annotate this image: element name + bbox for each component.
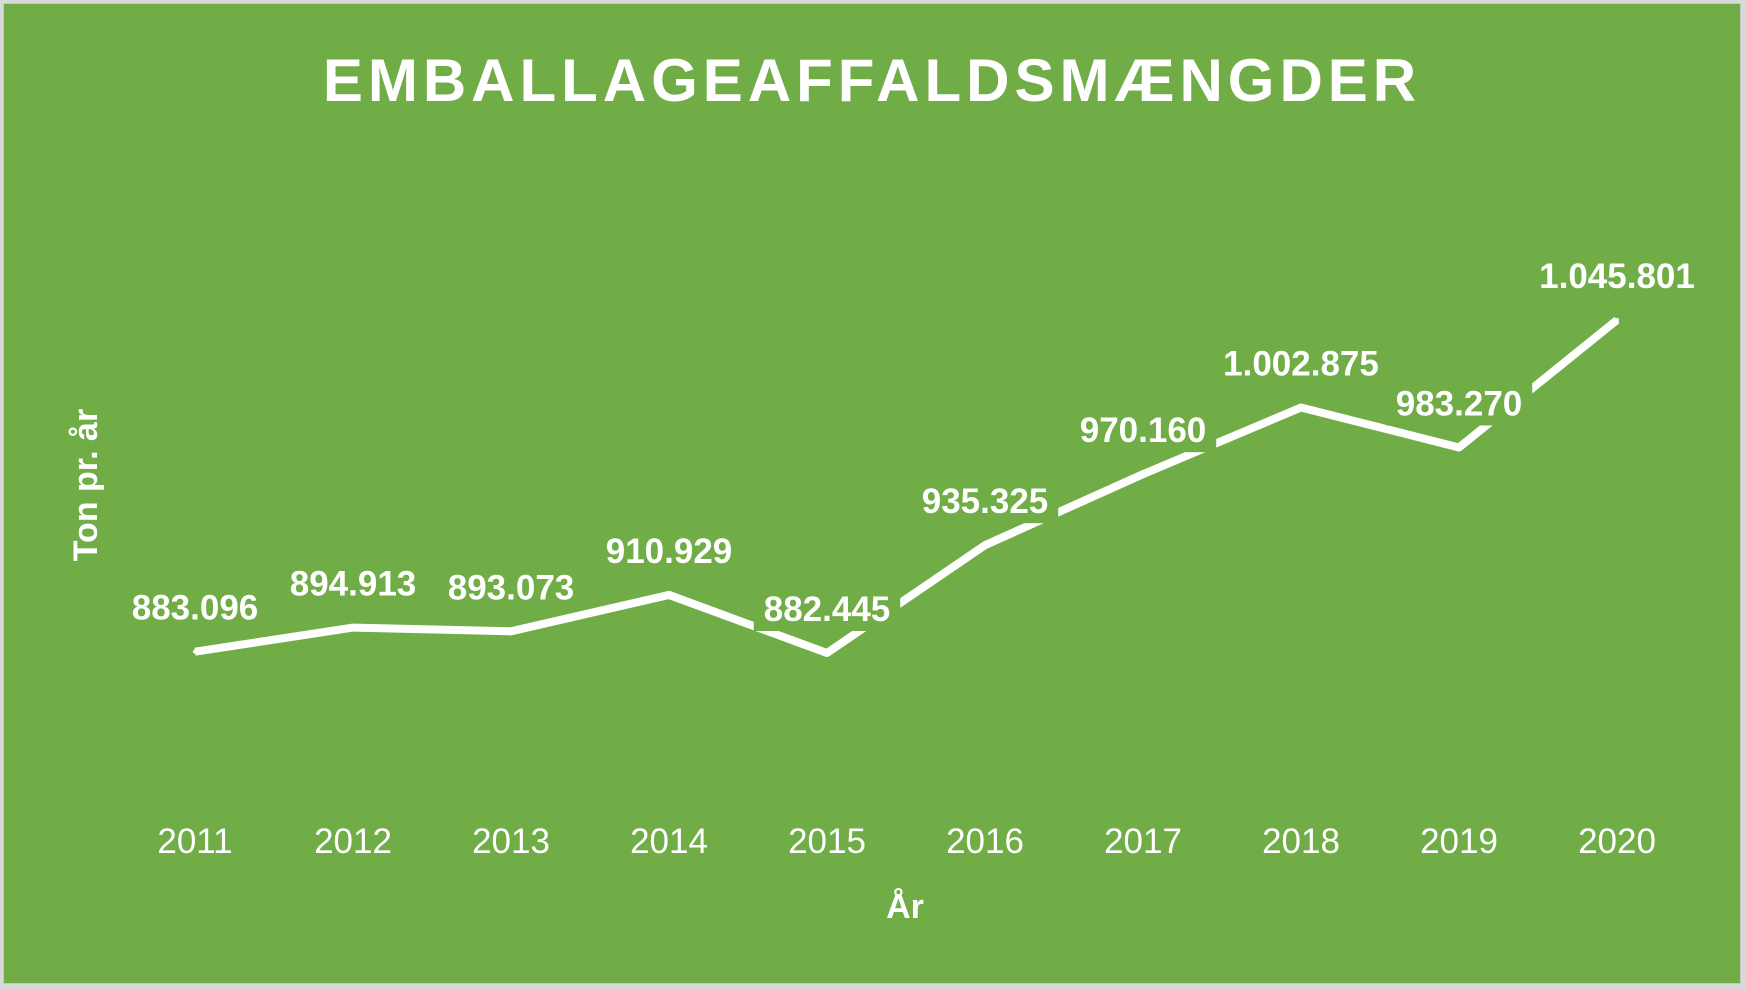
data-point <box>667 592 671 597</box>
value-label: 894.913 <box>290 565 417 604</box>
value-label-bg <box>1208 339 1394 386</box>
value-label-bg <box>1069 406 1217 453</box>
x-tick-label: 2016 <box>946 822 1024 861</box>
value-label: 1.045.801 <box>1539 257 1695 296</box>
x-tick-label: 2018 <box>1262 822 1340 861</box>
data-point <box>983 543 987 548</box>
x-tick-label: 2012 <box>314 822 392 861</box>
x-tick-label: 2017 <box>1104 822 1182 861</box>
data-point <box>193 649 197 654</box>
value-label: 1.002.875 <box>1223 345 1379 384</box>
data-point <box>1141 472 1145 477</box>
value-label: 983.270 <box>1396 384 1523 423</box>
value-label-bg <box>595 526 743 573</box>
data-point <box>351 625 355 630</box>
x-axis-title: År <box>886 888 924 926</box>
value-label-bg <box>911 477 1059 524</box>
chart-area: EMBALLAGEAFFALDSMÆNGDER <box>3 3 1741 984</box>
x-tick-label: 2013 <box>472 822 550 861</box>
data-point <box>1615 318 1619 322</box>
value-label: 883.096 <box>132 589 259 628</box>
data-point <box>509 629 513 634</box>
x-tick-label: 2020 <box>1578 822 1656 861</box>
x-tick-label: 2014 <box>630 822 708 861</box>
value-label: 910.929 <box>606 532 733 571</box>
x-tick-label: 2015 <box>788 822 866 861</box>
data-point <box>1457 445 1461 450</box>
value-label: 935.325 <box>922 482 1049 521</box>
y-axis-title: Ton pr. år <box>67 409 105 561</box>
value-label-bg <box>753 585 901 631</box>
data-point <box>1299 405 1303 410</box>
value-label: 882.445 <box>764 590 891 629</box>
data-point <box>825 651 829 655</box>
value-label: 893.073 <box>448 568 575 607</box>
value-label: 970.160 <box>1080 411 1207 450</box>
x-tick-label: 2011 <box>157 822 232 861</box>
value-label-bg <box>1524 252 1710 298</box>
value-label-bg <box>121 583 269 630</box>
x-tick-label: 2019 <box>1420 822 1498 861</box>
value-label-bg <box>1385 379 1533 426</box>
chart-title: EMBALLAGEAFFALDSMÆNGDER <box>322 47 1422 114</box>
series-line <box>194 316 1620 657</box>
value-label-bg <box>279 559 427 606</box>
value-label-bg <box>437 563 585 610</box>
